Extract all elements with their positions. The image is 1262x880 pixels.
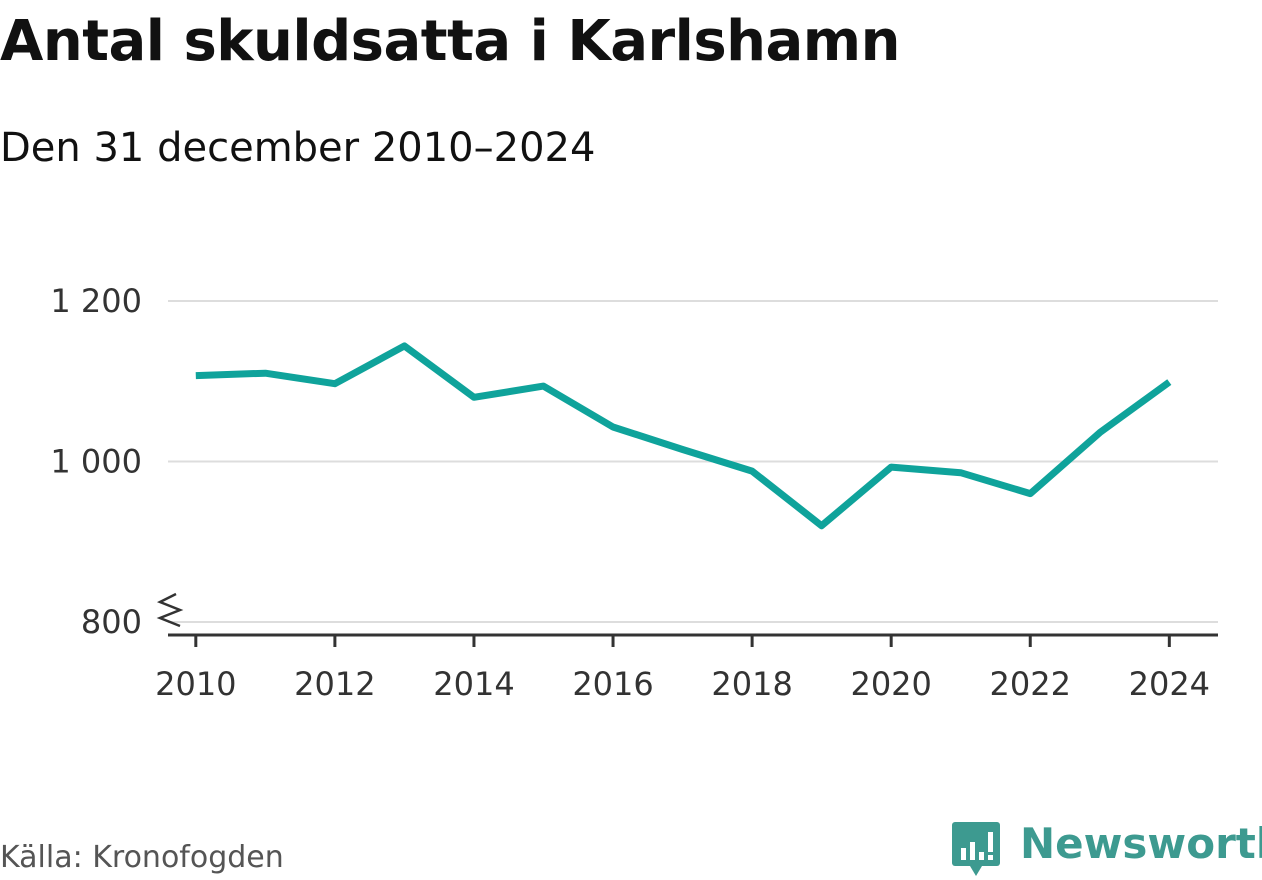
x-axis: 2010 2012 2014 2016 2018 2020 2022 2024 <box>155 633 1218 703</box>
x-tick-label-2010: 2010 <box>155 665 236 703</box>
data-point-2011 <box>262 370 269 377</box>
y-tick-label-1: 1 000 <box>50 443 142 481</box>
data-point-2017 <box>679 446 686 453</box>
x-tick-label-2020: 2020 <box>850 665 931 703</box>
data-point-2016 <box>610 424 617 431</box>
x-tick-label-2018: 2018 <box>711 665 792 703</box>
data-point-2024 <box>1166 379 1173 386</box>
x-tick-label-2016: 2016 <box>572 665 653 703</box>
x-tick-label-2014: 2014 <box>433 665 514 703</box>
data-point-2015 <box>540 383 547 390</box>
source-note: Källa: Kronofogden <box>0 840 284 875</box>
series <box>192 342 1173 530</box>
brand-logo: Newsworthy <box>950 818 1262 880</box>
x-tick-label-2022: 2022 <box>990 665 1071 703</box>
y-tick-label-0: 800 <box>81 603 142 641</box>
gridlines <box>168 300 1218 623</box>
chart-subtitle: Den 31 december 2010–2024 <box>0 125 596 171</box>
data-point-2013 <box>401 342 408 349</box>
y-axis: 800 1 000 1 200 <box>50 282 184 641</box>
brand-name: Newsworthy <box>1020 819 1262 868</box>
axis-break-mark <box>156 592 184 628</box>
data-point-2023 <box>1096 429 1103 436</box>
data-point-2022 <box>1027 490 1034 497</box>
data-point-2019 <box>818 522 825 529</box>
data-point-2010 <box>192 372 199 379</box>
x-tick-label-2024: 2024 <box>1129 665 1210 703</box>
series-line-0 <box>195 342 1172 530</box>
x-tick-label-2012: 2012 <box>294 665 375 703</box>
data-point-2018 <box>749 468 756 475</box>
data-point-2014 <box>471 394 478 401</box>
y-tick-label-2: 1 200 <box>50 282 142 320</box>
data-point-2021 <box>957 469 964 476</box>
chart-title: Antal skuldsatta i Karlshamn <box>0 9 901 74</box>
newsworthy-logo-icon <box>952 822 1000 876</box>
data-point-2020 <box>888 464 895 471</box>
data-point-2012 <box>331 380 338 387</box>
